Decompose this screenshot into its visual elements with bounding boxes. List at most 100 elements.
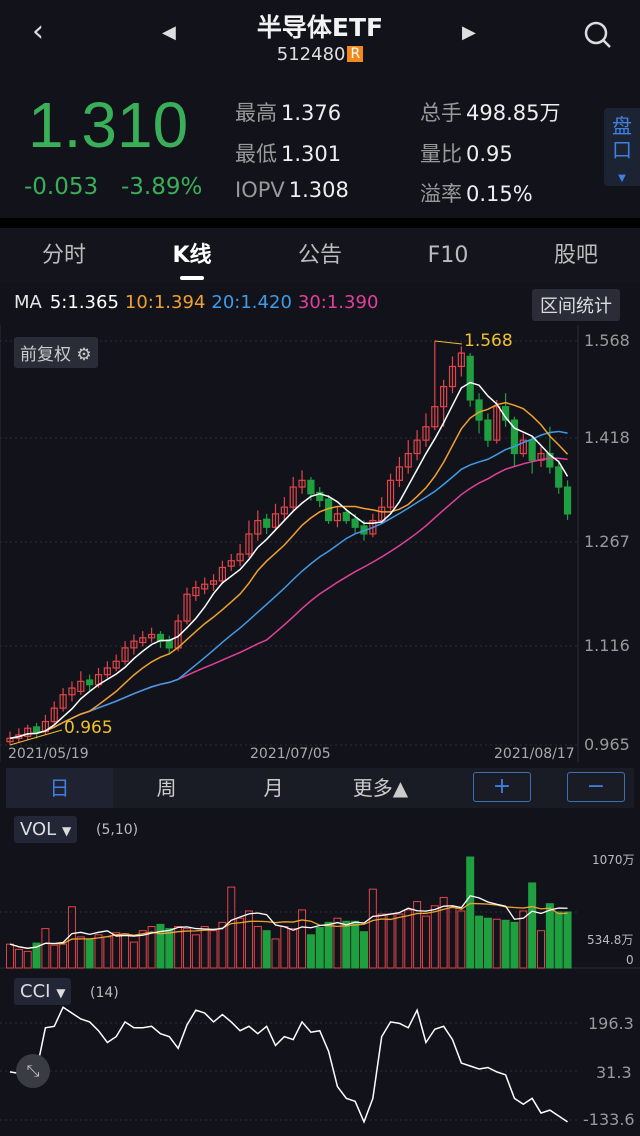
tab-announcements[interactable]: 公告 xyxy=(297,243,342,268)
volume-bar xyxy=(236,917,245,969)
candle xyxy=(395,466,403,481)
cci-tick: 31.3 xyxy=(596,1063,632,1082)
volume-bar xyxy=(289,928,298,969)
candle xyxy=(77,680,85,693)
volume-bar xyxy=(421,915,430,969)
vol-tick: 534.8万 xyxy=(587,933,634,947)
candle xyxy=(24,727,32,737)
pankou-button[interactable]: 盘口 ▼ xyxy=(604,108,640,186)
label: 溢率 xyxy=(420,182,462,206)
volume-bar xyxy=(191,934,200,969)
volume-bar xyxy=(298,909,307,969)
tab-forum[interactable]: 股吧 xyxy=(553,243,598,268)
candle xyxy=(457,352,465,368)
volume-bar xyxy=(67,906,76,969)
period-more[interactable]: 更多▲ xyxy=(352,776,409,800)
value: 1.376 xyxy=(281,101,342,125)
candle xyxy=(209,580,218,585)
quote-header: ‹ ◀ ▶ 半导体ETF 512480 R 1.310 -0.053 -3.89%… xyxy=(0,0,640,220)
period-week[interactable]: 周 xyxy=(156,776,177,800)
volume-bar xyxy=(138,930,147,969)
period-month[interactable]: 月 xyxy=(263,776,284,800)
candle xyxy=(68,687,76,696)
volume-bar xyxy=(528,882,537,969)
period-day[interactable]: 日 xyxy=(6,768,113,808)
value: 498.85万 xyxy=(466,101,561,125)
volume-bar xyxy=(50,944,59,969)
volume-bar xyxy=(112,932,121,969)
vol-ma5-line xyxy=(9,895,568,949)
code-text: 512480 xyxy=(276,44,346,65)
tab-bar: 分时 K线 公告 F10 股吧 xyxy=(0,228,640,283)
vol-indicator-select[interactable]: VOL ▼ xyxy=(14,816,78,843)
label: 最高 xyxy=(235,101,277,125)
volume-bar xyxy=(439,896,448,969)
candle xyxy=(218,566,226,582)
stat-high: 最高 1.376 xyxy=(235,97,341,127)
candle xyxy=(298,479,306,488)
zoom-in-button[interactable]: + xyxy=(473,772,531,802)
cci-params: (14) xyxy=(90,985,119,1001)
cci-tick: 196.3 xyxy=(588,1014,634,1033)
search-icon[interactable] xyxy=(583,20,613,50)
tab-kline[interactable]: K线 xyxy=(128,228,256,283)
volume-bar xyxy=(174,926,183,969)
candle xyxy=(139,637,147,644)
stock-name: 半导体ETF xyxy=(256,13,384,42)
volume-bar xyxy=(76,936,85,969)
expand-icon[interactable]: ⤡ xyxy=(16,1054,50,1088)
candle xyxy=(271,513,280,528)
candle xyxy=(431,406,439,428)
candle xyxy=(254,519,262,535)
volume-bar xyxy=(554,911,563,969)
volume-bar xyxy=(563,911,572,969)
tab-f10[interactable]: F10 xyxy=(427,243,469,268)
label: 量比 xyxy=(420,142,462,166)
value: 0.15% xyxy=(466,182,533,206)
candle xyxy=(448,365,457,388)
candle xyxy=(466,355,474,401)
volume-bar xyxy=(147,926,156,969)
adjust-button[interactable]: 前复权 ⚙ xyxy=(14,337,98,368)
volume-bar xyxy=(6,943,14,969)
volume-bar xyxy=(218,921,227,969)
candle xyxy=(130,640,138,649)
candle xyxy=(404,452,412,468)
stat-volume-ratio: 量比 0.95 xyxy=(420,138,513,168)
volume-bar xyxy=(165,928,174,969)
candle xyxy=(307,479,315,495)
volume-bar xyxy=(121,933,130,969)
ma-legend: MA 5:1.365 10:1.394 20:1.420 30:1.390 xyxy=(14,292,378,313)
value: 0.95 xyxy=(466,142,513,166)
volume-bar xyxy=(448,907,457,969)
price-tick: 1.568 xyxy=(584,331,630,350)
back-chevron-left-icon[interactable]: ‹ xyxy=(32,14,44,49)
next-stock-triangle-right-icon[interactable]: ▶ xyxy=(462,22,476,43)
vol-ma10-line xyxy=(9,902,568,949)
tab-fenshi[interactable]: 分时 xyxy=(41,243,86,268)
volume-bar xyxy=(519,910,528,969)
candle xyxy=(263,518,271,528)
candle xyxy=(510,419,519,455)
stat-low: 最低 1.301 xyxy=(235,138,341,168)
volume-bar xyxy=(183,928,191,969)
price-change-pct: -3.89% xyxy=(121,174,203,200)
volume-bar xyxy=(466,856,475,969)
volume-bar xyxy=(14,948,23,969)
candle xyxy=(378,506,386,522)
range-stats-button[interactable]: 区间统计 xyxy=(532,289,620,321)
pankou-label: 盘口 xyxy=(612,114,632,162)
prev-stock-triangle-left-icon[interactable]: ◀ xyxy=(162,22,176,43)
volume-bar xyxy=(492,918,501,969)
r-badge: R xyxy=(347,46,364,62)
volume-bar xyxy=(545,903,554,969)
vol-tick: 1070万 xyxy=(592,853,635,867)
max-leader-line xyxy=(434,340,463,345)
candle xyxy=(440,385,448,408)
candle xyxy=(563,486,572,515)
candle xyxy=(289,486,297,508)
cci-indicator-select[interactable]: CCI ▼ xyxy=(14,978,72,1005)
zoom-out-button[interactable]: − xyxy=(567,772,625,802)
ma20-line xyxy=(9,430,568,740)
